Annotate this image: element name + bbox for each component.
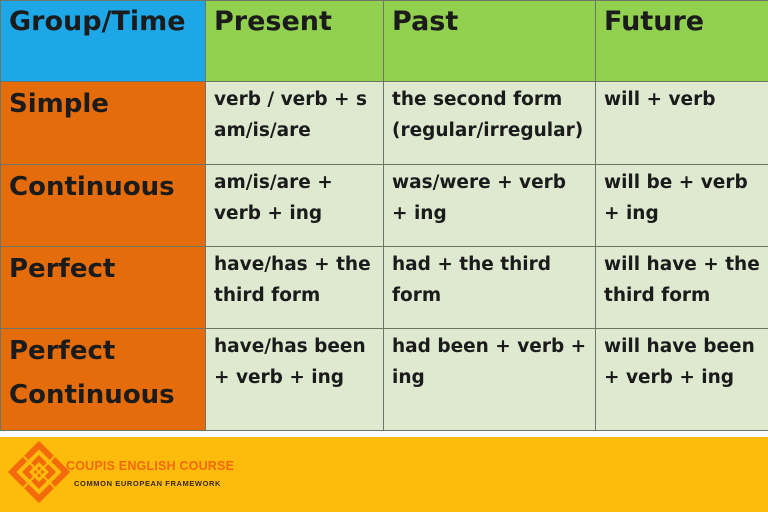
cell-perfect-continuous-past: had been + verb + ing — [383, 327, 596, 432]
header-label: Present — [214, 6, 332, 37]
cell-simple-past: the second form (regular/irregular) — [383, 81, 596, 166]
brand-tagline: COMMON EUROPEAN FRAMEWORK — [74, 479, 222, 488]
cell-perfect-present: have/has + the third form — [205, 245, 384, 329]
cell-line: the second form — [392, 89, 563, 111]
cell-line: was/were + verb — [392, 172, 567, 194]
row-label-perfect: Perfect — [0, 245, 206, 329]
header-cell-past: Past — [383, 0, 596, 83]
cell-line: had been + verb + — [392, 335, 587, 357]
cell-line: (regular/irregular) — [392, 120, 584, 142]
footer-bar: COUPIS ENGLISH COURSE COMMON EUROPEAN FR… — [0, 437, 768, 512]
header-cell-group-time: Group/Time — [0, 0, 206, 83]
row-label-simple: Simple — [0, 81, 206, 166]
row-label-line: Continuous — [9, 172, 175, 203]
cell-line: third form — [604, 284, 711, 306]
cell-line: third form — [214, 284, 321, 306]
table-row-simple: Simple verb / verb + s am/is/are the sec… — [0, 81, 768, 166]
separator — [0, 431, 768, 437]
cell-continuous-past: was/were + verb + ing — [383, 164, 596, 247]
row-label-line: Perfect — [9, 253, 116, 284]
cell-line: verb / verb + s — [214, 89, 367, 111]
cell-line: ing — [392, 366, 425, 388]
cell-line: form — [392, 284, 442, 306]
row-label-continuous: Continuous — [0, 164, 206, 247]
cell-line: had + the third — [392, 253, 552, 275]
cell-perfect-future: will have + the third form — [595, 245, 768, 329]
cell-line: am/is/are — [214, 120, 311, 142]
cell-continuous-present: am/is/are + verb + ing — [205, 164, 384, 247]
cell-line: have/has + the — [214, 253, 371, 275]
table-row-perfect: Perfect have/has + the third form had + … — [0, 245, 768, 329]
header-label: Past — [392, 6, 459, 37]
row-label-line: Simple — [9, 89, 109, 120]
cell-line: will be + verb — [604, 172, 748, 194]
cell-line: + ing — [392, 203, 447, 225]
header-label: Future — [604, 6, 705, 37]
cell-line: verb + ing — [214, 203, 323, 225]
row-label-line: Perfect — [9, 335, 116, 366]
header-cell-future: Future — [595, 0, 768, 83]
table-row-perfect-continuous: Perfect Continuous have/has been + verb … — [0, 327, 768, 432]
cell-perfect-continuous-future: will have been + verb + ing — [595, 327, 768, 432]
cell-perfect-past: had + the third form — [383, 245, 596, 329]
row-label-line: Continuous — [9, 379, 175, 410]
header-label: Group/Time — [9, 6, 186, 37]
cell-continuous-future: will be + verb + ing — [595, 164, 768, 247]
cell-line: + ing — [604, 203, 659, 225]
cell-line: will have been — [604, 335, 755, 357]
brand-name: COUPIS ENGLISH COURSE — [66, 459, 235, 473]
cell-simple-present: verb / verb + s am/is/are — [205, 81, 384, 166]
tense-table: Group/Time Present Past Future Simple ve… — [0, 0, 768, 432]
cell-line: have/has been — [214, 335, 366, 357]
cell-line: am/is/are + — [214, 172, 333, 194]
table-row-continuous: Continuous am/is/are + verb + ing was/we… — [0, 164, 768, 247]
row-label-perfect-continuous: Perfect Continuous — [0, 327, 206, 432]
cell-line: + verb + ing — [214, 366, 345, 388]
cell-line: + verb + ing — [604, 366, 735, 388]
diamond-stack-logo-icon — [8, 441, 70, 503]
header-cell-present: Present — [205, 0, 384, 83]
cell-line: will have + the — [604, 253, 760, 275]
cell-line: will + verb — [604, 89, 716, 111]
cell-perfect-continuous-present: have/has been + verb + ing — [205, 327, 384, 432]
header-row: Group/Time Present Past Future — [0, 0, 768, 83]
cell-simple-future: will + verb — [595, 81, 768, 166]
